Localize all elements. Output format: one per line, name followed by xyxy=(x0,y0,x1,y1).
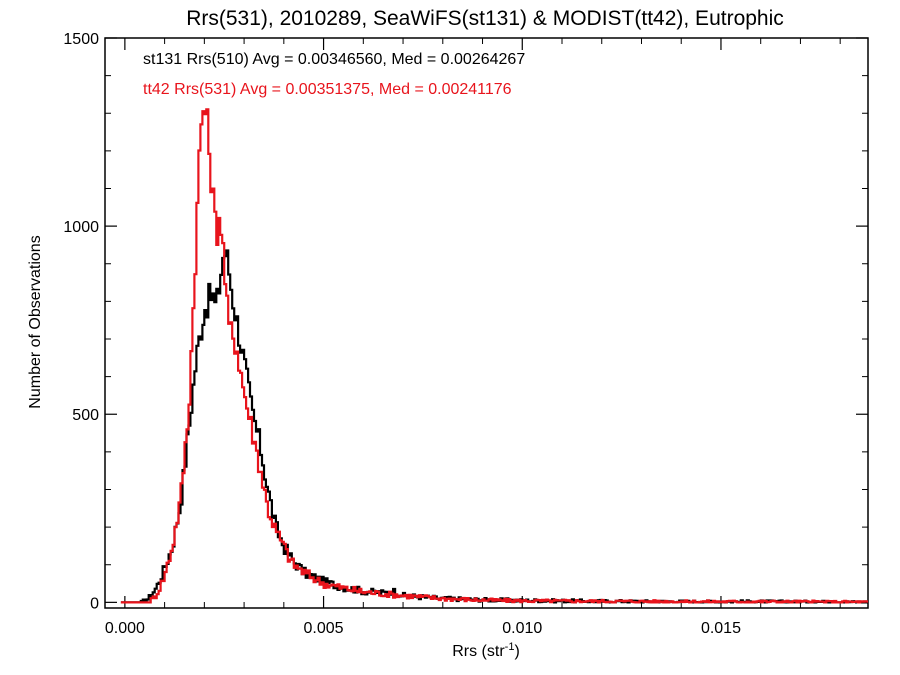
x-tick-label: 0.000 xyxy=(105,620,145,637)
x-tick-label: 0.015 xyxy=(701,620,741,637)
plot-frame xyxy=(104,37,869,609)
x-tick-label: 0.010 xyxy=(502,620,542,637)
x-axis-ticks: 0.000 0.005 0.010 0.015 xyxy=(105,38,841,637)
series-line-tt42 xyxy=(120,108,868,604)
series-lines xyxy=(120,108,868,604)
chart-title: Rrs(531), 2010289, SeaWiFS(st131) & MODI… xyxy=(186,7,784,30)
y-axis-ticks: 0 500 1000 1500 xyxy=(63,31,868,612)
x-axis-label: Rrs (str-1) xyxy=(452,641,520,660)
y-tick-label: 1000 xyxy=(63,219,99,236)
legend-entry-tt42: tt42 Rrs(531) Avg = 0.00351375, Med = 0.… xyxy=(143,81,512,98)
y-tick-label: 1500 xyxy=(63,31,99,48)
y-axis-label: Number of Observations xyxy=(27,235,44,408)
x-axis-label-main: Rrs (str xyxy=(452,643,505,660)
x-axis-label-superscript: -1 xyxy=(505,641,515,653)
y-tick-label: 0 xyxy=(90,595,99,612)
series-line-st131 xyxy=(120,249,868,604)
x-axis-label-close: ) xyxy=(514,643,519,660)
y-tick-label: 500 xyxy=(72,407,99,424)
legend-entry-st131: st131 Rrs(510) Avg = 0.00346560, Med = 0… xyxy=(143,51,525,68)
x-tick-label: 0.005 xyxy=(304,620,344,637)
